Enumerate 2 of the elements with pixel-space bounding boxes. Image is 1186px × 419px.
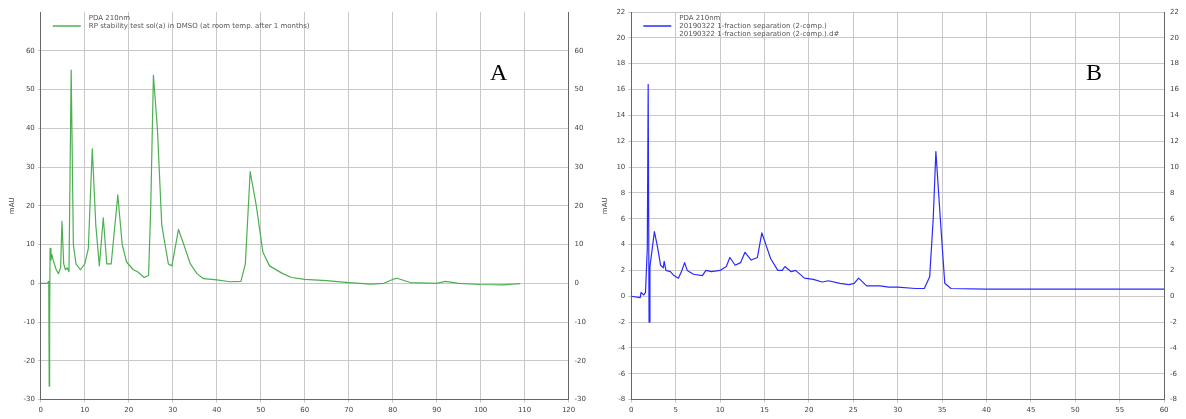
annotation: A <box>489 59 508 86</box>
annotation: B <box>1086 59 1103 86</box>
